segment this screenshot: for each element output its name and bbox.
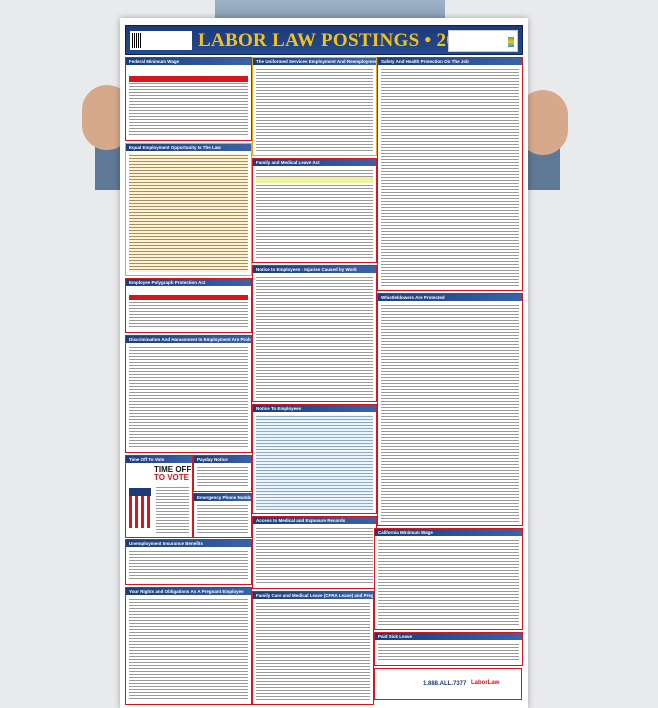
qr-code bbox=[130, 31, 192, 50]
section-title: Payday Notice bbox=[194, 456, 251, 463]
section-title: Federal Minimum Wage bbox=[126, 58, 251, 65]
section-title: Unemployment Insurance Benefits bbox=[126, 540, 251, 547]
poster-title: LABOR LAW POSTINGS • 2018 bbox=[198, 30, 476, 51]
section-title: Your Rights and Obligations As A Pregnan… bbox=[126, 588, 251, 595]
section-title: Time Off To Vote bbox=[126, 456, 192, 463]
section-medical-records: Access to Medical and Exposure Records bbox=[252, 516, 377, 589]
section-title: Notice To Employees bbox=[253, 405, 376, 412]
section-safety-health: Safety And Health Protection On The Job bbox=[377, 57, 523, 291]
section-discrimination: Discrimination And Harassment In Employm… bbox=[125, 335, 252, 453]
section-title: Safety And Health Protection On The Job bbox=[378, 58, 522, 65]
section-title: Emergency Phone Numbers bbox=[194, 494, 251, 501]
poster-header: LABOR LAW POSTINGS • 2018 bbox=[125, 25, 523, 55]
labor-law-poster: LABOR LAW POSTINGS • 2018 Federal Minimu… bbox=[120, 18, 528, 708]
section-cfra-leave: Family Care and Medical Leave (CFRA Leav… bbox=[252, 591, 374, 705]
section-title: Employee Polygraph Protection Act bbox=[126, 279, 251, 286]
section-userra: The Uniformed Services Employment And Re… bbox=[252, 57, 377, 156]
section-title: The Uniformed Services Employment And Re… bbox=[253, 58, 376, 65]
ballot-box-illustration bbox=[129, 488, 151, 528]
section-paid-sick-leave: Paid Sick Leave bbox=[374, 632, 523, 666]
section-title: Access to Medical and Exposure Records bbox=[253, 517, 376, 524]
section-payday-notice: Payday Notice bbox=[193, 455, 252, 492]
update-stamp bbox=[448, 30, 518, 52]
section-title: Discrimination And Harassment In Employm… bbox=[126, 336, 251, 343]
section-fmla: Family and Medical Leave Act bbox=[252, 158, 377, 263]
section-title: California Minimum Wage bbox=[375, 529, 522, 536]
section-emergency-phone: Emergency Phone Numbers bbox=[193, 493, 252, 538]
footer-phone: 1.888.ALL.7377 bbox=[423, 681, 467, 687]
section-whistleblowers: Whistleblowers Are Protected bbox=[377, 293, 523, 526]
section-injuries-notice: Notice to Employees - Injuries Caused by… bbox=[252, 265, 377, 402]
section-pregnant-employee: Your Rights and Obligations As A Pregnan… bbox=[125, 587, 252, 705]
section-title: Equal Employment Opportunity Is The Law bbox=[126, 144, 251, 151]
section-notice-to-employees: Notice To Employees bbox=[252, 404, 377, 514]
vote-heading-line2: TO VOTE bbox=[154, 473, 189, 482]
vote-heading: TIME OFF TO VOTE bbox=[154, 466, 191, 482]
section-title: Whistleblowers Are Protected bbox=[378, 294, 522, 301]
vote-heading-line1: TIME OFF bbox=[154, 465, 192, 474]
section-title: Family and Medical Leave Act bbox=[253, 159, 376, 166]
section-unemployment-insurance: Unemployment Insurance Benefits bbox=[125, 539, 252, 585]
footer-logo: LaborLaw bbox=[471, 680, 500, 686]
section-polygraph: Employee Polygraph Protection Act bbox=[125, 278, 252, 333]
section-time-off-to-vote: Time Off To Vote TIME OFF TO VOTE bbox=[125, 455, 193, 538]
section-title: Paid Sick Leave bbox=[375, 633, 522, 640]
section-federal-minimum-wage: Federal Minimum Wage bbox=[125, 57, 252, 141]
section-title: Notice to Employees - Injuries Caused by… bbox=[253, 266, 376, 273]
section-title: Family Care and Medical Leave (CFRA Leav… bbox=[253, 592, 373, 599]
section-california-minimum-wage: California Minimum Wage bbox=[374, 528, 523, 630]
poster-footer: 1.888.ALL.7377 LaborLaw bbox=[374, 668, 522, 700]
section-eeo: Equal Employment Opportunity Is The Law bbox=[125, 143, 252, 276]
